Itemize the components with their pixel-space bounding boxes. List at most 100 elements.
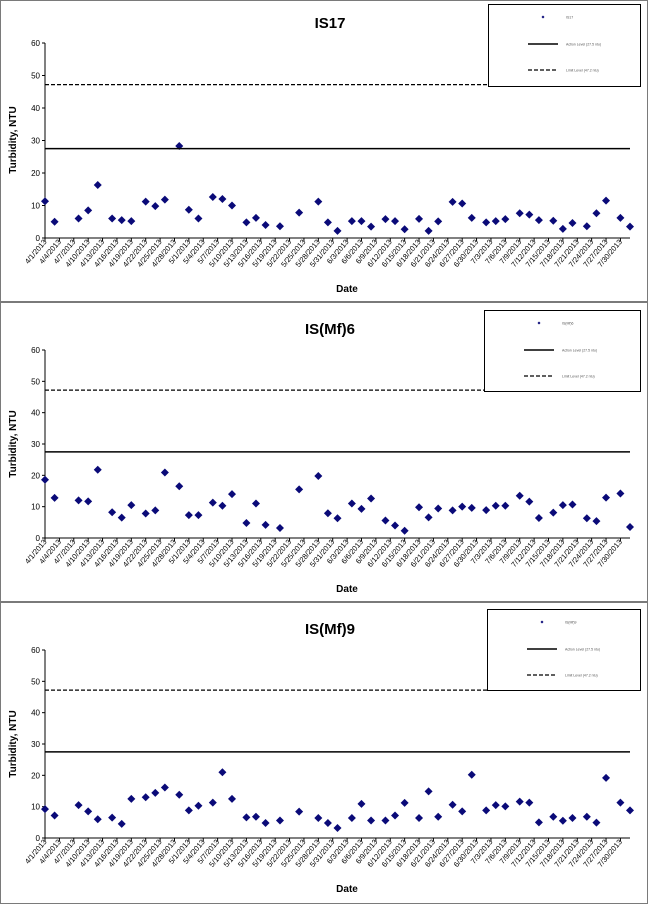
data-point (568, 500, 577, 509)
data-point (275, 222, 284, 231)
data-point (93, 181, 102, 190)
data-point (218, 768, 227, 777)
data-point (194, 801, 203, 810)
data-point (160, 195, 169, 204)
data-point (295, 208, 304, 217)
data-point (400, 225, 409, 234)
data-point (616, 798, 625, 807)
data-point (367, 494, 376, 503)
data-point (74, 496, 83, 505)
x-axis-title: Date (336, 284, 358, 295)
legend-label: IS(Mf)6 (562, 322, 574, 326)
y-tick-label: 50 (31, 677, 40, 686)
data-point (251, 499, 260, 508)
data-point (381, 816, 390, 825)
data-point (108, 813, 117, 822)
data-point (194, 511, 203, 520)
data-point (251, 812, 260, 821)
data-point (568, 219, 577, 228)
y-tick-label: 10 (31, 503, 40, 512)
data-point (74, 214, 83, 223)
data-point (424, 226, 433, 235)
data-point (381, 215, 390, 224)
data-point (242, 218, 251, 227)
data-point (151, 506, 160, 515)
y-tick-label: 30 (31, 740, 40, 749)
data-point (117, 819, 126, 828)
data-point (582, 514, 591, 523)
data-point (275, 816, 284, 825)
data-point (333, 823, 342, 832)
data-point (400, 526, 409, 535)
data-point (184, 806, 193, 815)
data-point (41, 805, 49, 814)
data-point (592, 818, 601, 827)
data-point (549, 216, 558, 225)
y-tick-label: 60 (31, 646, 40, 655)
y-axis-title: Turbidity, NTU (8, 106, 19, 173)
data-point (434, 812, 443, 821)
legend-box (487, 609, 641, 691)
legend-marker (540, 620, 544, 624)
data-point (228, 201, 237, 210)
y-tick-label: 0 (36, 534, 41, 543)
legend-marker (541, 15, 545, 19)
y-tick-label: 50 (31, 377, 40, 386)
data-point (127, 501, 136, 510)
data-point (482, 506, 491, 515)
data-point (558, 224, 567, 233)
data-point (117, 216, 126, 225)
data-point (415, 503, 424, 512)
data-point (175, 482, 184, 491)
data-point (314, 197, 323, 206)
data-point (501, 215, 510, 224)
data-point (491, 217, 500, 226)
y-axis-title: Turbidity, NTU (8, 710, 19, 777)
data-point (515, 797, 524, 806)
data-point (242, 518, 251, 527)
data-point (592, 209, 601, 218)
data-point (108, 214, 117, 223)
y-tick-label: 30 (31, 137, 40, 146)
y-tick-label: 60 (31, 39, 40, 48)
data-point (151, 788, 160, 797)
data-point (208, 498, 217, 507)
data-point (84, 206, 93, 215)
data-point (127, 217, 136, 226)
data-point (74, 801, 83, 810)
data-point (434, 217, 443, 226)
data-point (391, 217, 400, 226)
y-tick-label: 20 (31, 169, 40, 178)
chart-title: IS(Mf)6 (305, 321, 355, 338)
chart-panel-1: IS1701020304050604/1/20134/4/20134/7/201… (0, 0, 648, 302)
data-point (558, 501, 567, 510)
data-point (261, 818, 270, 827)
data-point (582, 812, 591, 821)
data-point (602, 493, 611, 502)
data-point (381, 516, 390, 525)
data-point (228, 794, 237, 803)
data-point (251, 213, 260, 222)
y-tick-label: 20 (31, 771, 40, 780)
data-point (84, 807, 93, 816)
data-point (357, 217, 366, 226)
data-point (347, 217, 356, 226)
data-point (467, 213, 476, 222)
data-point (400, 798, 409, 807)
data-point (347, 813, 356, 822)
data-point (482, 218, 491, 227)
y-tick-label: 10 (31, 202, 40, 211)
data-point (208, 798, 217, 807)
legend-label: Limit Level (47.2 ntu) (566, 69, 599, 73)
data-point (448, 800, 457, 809)
legend-label: Limit Level (47.2 ntu) (562, 375, 595, 379)
data-point (549, 812, 558, 821)
data-point (592, 517, 601, 526)
data-point (323, 218, 332, 227)
x-axis-title: Date (336, 884, 358, 895)
y-tick-label: 40 (31, 409, 40, 418)
data-point (93, 815, 102, 824)
data-point (482, 806, 491, 815)
data-point (160, 468, 169, 477)
data-point (175, 790, 184, 799)
